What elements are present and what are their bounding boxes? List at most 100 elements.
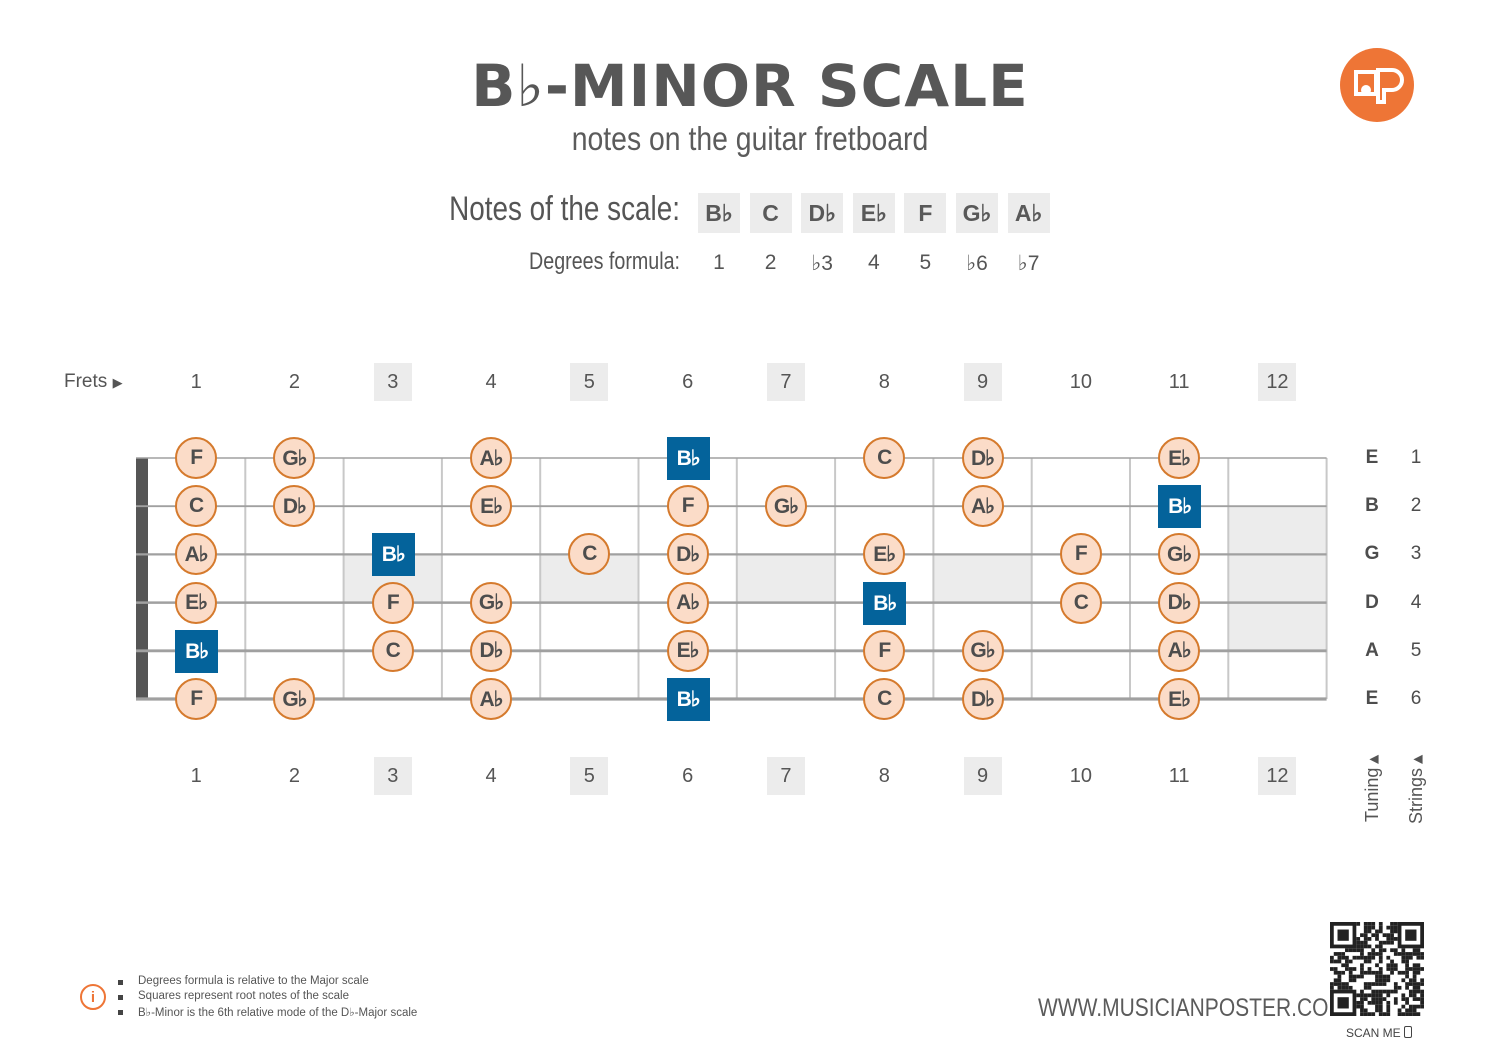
fret-number: 2 <box>288 370 300 393</box>
website-link[interactable]: WWW.MUSICIANPOSTER.COM <box>1038 994 1346 1022</box>
info-icon: i <box>80 984 106 1010</box>
string-tuning: B <box>1365 495 1379 517</box>
scale-note-marker: F <box>666 485 709 528</box>
fret-number: 10 <box>1069 764 1092 787</box>
root-note: B♭ <box>371 533 415 577</box>
scale-note-marker: A♭ <box>1158 629 1201 672</box>
scale-note-marker: A♭ <box>961 485 1004 528</box>
scale-note-marker: A♭ <box>470 678 513 720</box>
qr-code-icon[interactable] <box>1330 922 1424 1016</box>
scale-note: F <box>904 193 947 233</box>
strings-label: Strings ◀ <box>1406 751 1426 824</box>
fret-number: 12 <box>1258 363 1297 401</box>
scale-note-marker: C <box>371 629 414 672</box>
root-note: B♭ <box>666 678 710 721</box>
musicianposter-logo-icon <box>1340 48 1414 122</box>
page-title: B♭-MINOR SCALE <box>471 52 1029 120</box>
scale-note-marker: G♭ <box>961 629 1004 672</box>
scale-note-marker: F <box>371 581 414 624</box>
fret-number: 11 <box>1168 764 1190 787</box>
triangle-right-icon: ▶ <box>112 375 123 390</box>
fret-number: 10 <box>1069 370 1092 393</box>
string-tuning: G <box>1364 543 1380 565</box>
scale-note-marker: C <box>568 533 611 576</box>
scale-degree: ♭3 <box>811 252 833 275</box>
root-note: B♭ <box>1158 485 1202 529</box>
scale-note-marker: D♭ <box>1158 581 1201 624</box>
fret-number: 7 <box>766 363 805 401</box>
scale-note-marker: E♭ <box>666 629 709 672</box>
string-number: 1 <box>1410 447 1422 468</box>
triangle-up-icon: ◀ <box>1369 750 1379 765</box>
fret-number: 8 <box>878 764 890 787</box>
scale-note-marker: E♭ <box>470 485 513 528</box>
footer-note: Degrees formula is relative to the Major… <box>118 975 369 987</box>
fret-number: 5 <box>570 757 609 795</box>
scale-note: B♭ <box>698 193 740 233</box>
scale-note-marker: C <box>175 485 218 528</box>
fret-number: 3 <box>373 757 412 795</box>
scale-note-marker: F <box>175 678 218 720</box>
tuning-label: Tuning ◀ <box>1362 750 1382 822</box>
fret-number: 12 <box>1258 757 1297 795</box>
scale-note-marker: D♭ <box>961 437 1004 479</box>
scale-note-marker: D♭ <box>470 629 513 672</box>
scale-note-marker: G♭ <box>470 581 513 624</box>
fret-inlay <box>933 554 1032 603</box>
fret-inlay <box>736 554 836 603</box>
scale-note-marker: G♭ <box>1158 533 1201 576</box>
scale-note-marker: G♭ <box>764 485 807 528</box>
scale-degree: 1 <box>713 251 725 274</box>
scale-note-marker: D♭ <box>273 485 316 528</box>
scale-note-marker: E♭ <box>863 533 906 576</box>
fret-number: 11 <box>1168 370 1190 393</box>
scale-note-marker: F <box>863 629 906 672</box>
phone-icon <box>1404 1026 1413 1038</box>
string-number: 3 <box>1410 543 1422 565</box>
scale-degree: 2 <box>764 251 777 274</box>
scale-note-marker: A♭ <box>666 581 709 624</box>
fret-number: 5 <box>570 363 609 401</box>
string-tuning: E <box>1365 688 1379 709</box>
notes-of-scale-label: Notes of the scale: <box>449 190 680 228</box>
root-note: B♭ <box>863 581 907 625</box>
scale-degree: ♭6 <box>966 252 988 275</box>
fret-number: 6 <box>682 764 694 787</box>
scale-degree: 4 <box>867 251 880 274</box>
fret-number: 1 <box>190 764 202 787</box>
scale-note-marker: E♭ <box>175 581 218 624</box>
fret-number: 4 <box>485 764 497 787</box>
fret-number: 8 <box>878 370 890 393</box>
degrees-formula-label: Degrees formula: <box>529 248 680 275</box>
string-tuning: E <box>1365 447 1379 468</box>
string-tuning: A <box>1365 639 1379 661</box>
scale-note: C <box>749 193 792 233</box>
scale-degree: 5 <box>919 251 932 274</box>
scale-note: E♭ <box>852 193 895 233</box>
scan-me-label: SCAN ME <box>1346 1026 1413 1040</box>
string-tuning: D <box>1365 591 1379 613</box>
scale-note-marker: A♭ <box>470 437 513 479</box>
scale-note-marker: C <box>863 678 906 720</box>
root-note: B♭ <box>175 629 219 673</box>
fret-number: 9 <box>963 757 1002 795</box>
fret-number: 7 <box>766 757 805 795</box>
scale-note-marker: D♭ <box>666 533 709 576</box>
nut <box>136 458 148 699</box>
string-number: 2 <box>1410 495 1422 517</box>
scale-note-marker: E♭ <box>1158 437 1201 479</box>
scale-note-marker: G♭ <box>273 678 316 720</box>
frets-label: Frets ▶ <box>64 371 123 392</box>
fretboard <box>136 457 1328 701</box>
fret-number: 2 <box>288 764 300 787</box>
scale-note-marker: D♭ <box>961 678 1004 720</box>
scale-note: A♭ <box>1007 193 1050 233</box>
scale-note-marker: C <box>1059 581 1102 624</box>
string-number: 6 <box>1410 688 1422 709</box>
triangle-up-icon: ◀ <box>1413 751 1423 766</box>
root-note: B♭ <box>666 437 710 480</box>
page-subtitle: notes on the guitar fretboard <box>571 120 929 157</box>
footer-note: Squares represent root notes of the scal… <box>118 990 349 1002</box>
scale-note-marker: E♭ <box>1158 678 1201 720</box>
string-number: 5 <box>1410 639 1422 661</box>
